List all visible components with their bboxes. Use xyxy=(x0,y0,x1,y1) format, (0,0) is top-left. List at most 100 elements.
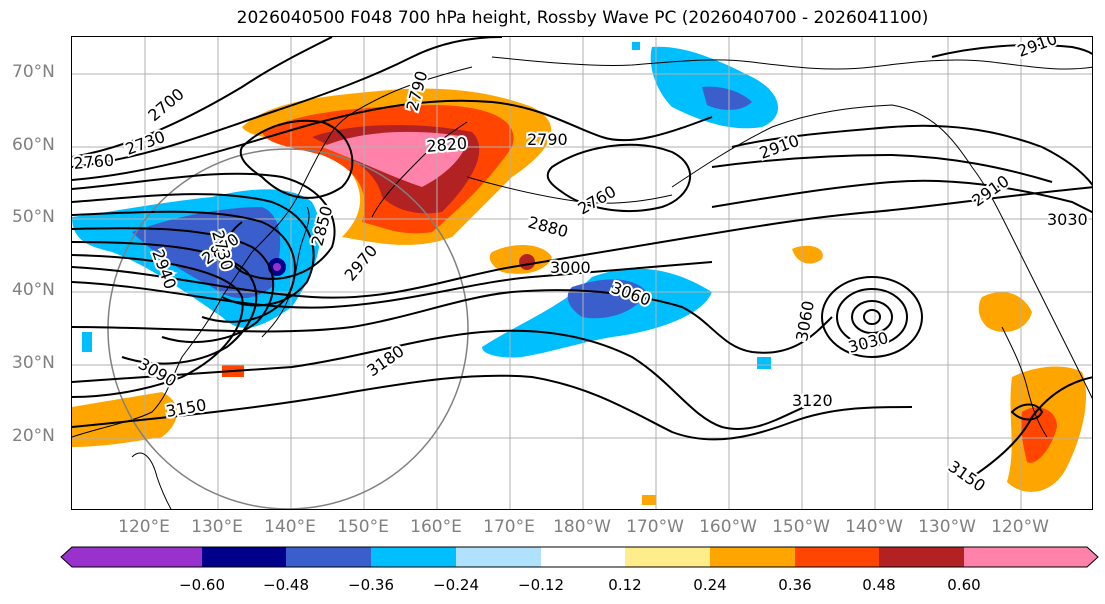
height-contours xyxy=(72,37,1092,478)
lon-label-170w: 170°W xyxy=(626,517,684,537)
lon-label-120e: 120°E xyxy=(118,517,170,537)
colorbar-segment xyxy=(710,547,795,567)
contour-line xyxy=(72,37,503,168)
lat-label-50n: 50°N xyxy=(12,207,55,227)
colorbar-segment xyxy=(541,547,625,567)
contour-line xyxy=(72,37,333,158)
contour-line xyxy=(821,276,923,358)
lat-label-70n: 70°N xyxy=(12,62,55,82)
contour-label: 2760 xyxy=(575,182,620,219)
lon-label-120w: 120°W xyxy=(991,517,1049,537)
lon-label-140e: 140°E xyxy=(264,517,316,537)
contour-line xyxy=(711,153,1053,183)
contour-label: 2880 xyxy=(526,213,570,242)
colorbar-tick-label: 0.24 xyxy=(693,576,727,594)
positive-anomaly-west-us xyxy=(978,292,1032,332)
lon-label-180w: 180°W xyxy=(553,517,611,537)
negative-anomaly-central-inner xyxy=(567,279,647,319)
kamchatka-coast xyxy=(371,121,468,218)
lon-label-150w: 150°W xyxy=(772,517,830,537)
lon-label-160w: 160°W xyxy=(699,517,757,537)
colorbar-tick-label: 0.36 xyxy=(778,576,812,594)
colorbar-segment xyxy=(61,547,202,567)
contour-line xyxy=(72,193,315,307)
lon-label-130w: 130°W xyxy=(918,517,976,537)
lat-label-40n: 40°N xyxy=(12,280,55,300)
lon-label-130e: 130°E xyxy=(191,517,243,537)
colorbar-segments xyxy=(61,547,1098,567)
contour-label: 2910 xyxy=(1015,37,1060,61)
contour-line xyxy=(851,300,893,334)
lon-label-140w: 140°W xyxy=(845,517,903,537)
contour-label: 2910 xyxy=(968,171,1012,210)
contour-label: 3000 xyxy=(550,258,591,277)
lon-label-160e: 160°E xyxy=(410,517,462,537)
colorbar xyxy=(60,546,1099,568)
contour-label: 2820 xyxy=(426,134,468,156)
baja-coast xyxy=(1001,326,1048,438)
lat-label-60n: 60°N xyxy=(12,135,55,155)
map-title: 2026040500 F048 700 hPa height, Rossby W… xyxy=(236,8,929,28)
japan-coast xyxy=(261,206,310,338)
arctic-coast xyxy=(491,56,1092,70)
colorbar-segment xyxy=(371,547,456,567)
contour-line xyxy=(72,289,833,354)
north-america-west-coast xyxy=(1006,226,1092,399)
colorbar-segment xyxy=(286,547,371,567)
contour-line xyxy=(836,288,908,346)
contour-label: 3150 xyxy=(945,457,989,496)
contour-line xyxy=(72,227,275,343)
positive-anomaly-peak xyxy=(322,131,467,187)
colorbar-tick-label: 0.60 xyxy=(947,576,981,594)
contour-line xyxy=(863,309,881,325)
negative-anomaly-alaska-inner xyxy=(702,86,752,110)
contour-label: 3030 xyxy=(1047,210,1088,229)
contour-labels: 2700 2730 2760 2790 2820 2790 2910 2760 … xyxy=(72,37,1090,498)
philippines-coast xyxy=(131,452,172,509)
contour-line xyxy=(72,186,1092,299)
contour-label: 2970 xyxy=(341,241,382,284)
colorbar-segment xyxy=(795,547,879,567)
contour-line xyxy=(546,143,692,213)
lon-label-170e: 170°E xyxy=(483,517,535,537)
colorbar-segment xyxy=(964,547,1098,567)
contour-line xyxy=(72,261,713,309)
contour-label: 3180 xyxy=(363,341,407,380)
colorbar-segment xyxy=(879,547,964,567)
contour-line xyxy=(72,99,713,181)
contour-line xyxy=(72,241,258,365)
positive-anomaly-east-pacific xyxy=(792,245,823,264)
contour-label: 2760 xyxy=(73,151,115,173)
colorbar-segment xyxy=(625,547,710,567)
lat-label-30n: 30°N xyxy=(12,353,55,373)
colorbar-tick-label: −0.60 xyxy=(179,576,225,594)
contour-line xyxy=(72,329,833,430)
colorbar-tick-label: −0.48 xyxy=(263,576,309,594)
lon-label-150e: 150°E xyxy=(337,517,389,537)
colorbar-segment xyxy=(202,547,286,567)
asia-coast xyxy=(72,66,473,438)
contour-line xyxy=(239,119,354,199)
contour-line xyxy=(971,376,1092,478)
contour-line xyxy=(931,44,1092,58)
map-canvas: 2700 2730 2760 2790 2820 2790 2910 2760 … xyxy=(72,37,1092,509)
contour-line xyxy=(72,210,296,323)
colorbar-tick-label: −0.36 xyxy=(348,576,394,594)
colorbar-segment xyxy=(456,547,541,567)
positive-anomaly-south-china xyxy=(72,392,177,447)
contour-line xyxy=(731,124,1092,187)
contour-line xyxy=(1010,403,1044,421)
contour-label: 3120 xyxy=(792,391,833,410)
map-panel: 2700 2730 2760 2790 2820 2790 2910 2760 … xyxy=(71,36,1093,510)
contour-label: 3060 xyxy=(792,299,818,342)
colorbar-tick-label: −0.12 xyxy=(518,576,564,594)
contour-line xyxy=(711,179,1092,214)
colorbar-tick-label: −0.24 xyxy=(433,576,479,594)
contour-label: 2790 xyxy=(527,130,568,149)
contour-line xyxy=(72,254,244,398)
colorbar-tick-label: 0.12 xyxy=(608,576,642,594)
reference-great-circle xyxy=(107,148,469,509)
contour-line xyxy=(72,374,913,441)
lat-label-20n: 20°N xyxy=(12,426,55,446)
contour-line xyxy=(72,172,336,280)
